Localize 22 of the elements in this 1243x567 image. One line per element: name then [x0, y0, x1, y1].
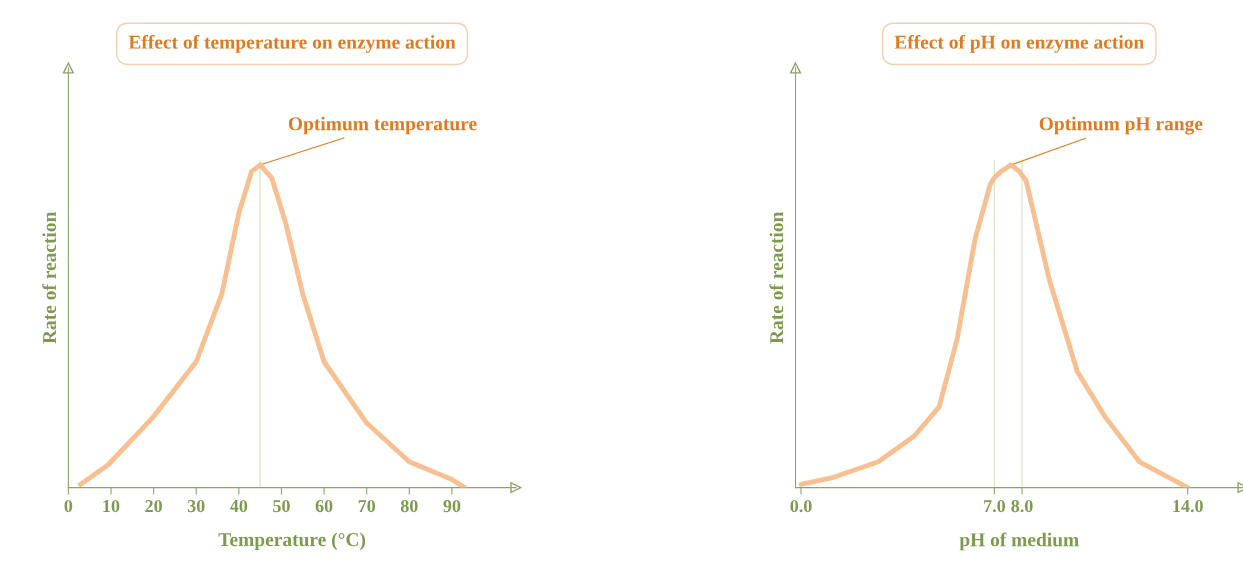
x-tick-label: 14.0 [1173, 499, 1203, 513]
x-tick-label: 70 [358, 499, 376, 513]
x-tick-label: 8.0 [1011, 499, 1033, 513]
x-tick-label: 30 [187, 499, 205, 513]
x-tick-label: 50 [273, 499, 290, 513]
x-tick-label: 90 [443, 499, 461, 513]
y-axis-title: Rate of reaction [769, 211, 784, 344]
x-tick-label: 80 [400, 499, 418, 513]
x-tick-label: 0.0 [790, 499, 812, 513]
x-tick-label: 20 [145, 499, 162, 513]
x-tick-label: 7.0 [984, 499, 1005, 513]
x-axis-title: pH of medium [959, 532, 1079, 551]
x-axis-title: Temperature (°C) [218, 532, 366, 551]
annotation: Optimum temperature [288, 116, 477, 135]
x-tick-label: 10 [103, 499, 120, 513]
x-tick-label: 40 [230, 499, 248, 513]
chart-title: Effect of temperature on enzyme action [128, 34, 456, 53]
chart-title: Effect of pH on enzyme action [894, 34, 1144, 53]
annotation: Optimum pH range [1039, 116, 1203, 135]
y-axis-title: Rate of reaction [42, 211, 57, 344]
x-tick-label: 60 [315, 499, 333, 513]
x-tick-label: 0 [64, 499, 73, 513]
